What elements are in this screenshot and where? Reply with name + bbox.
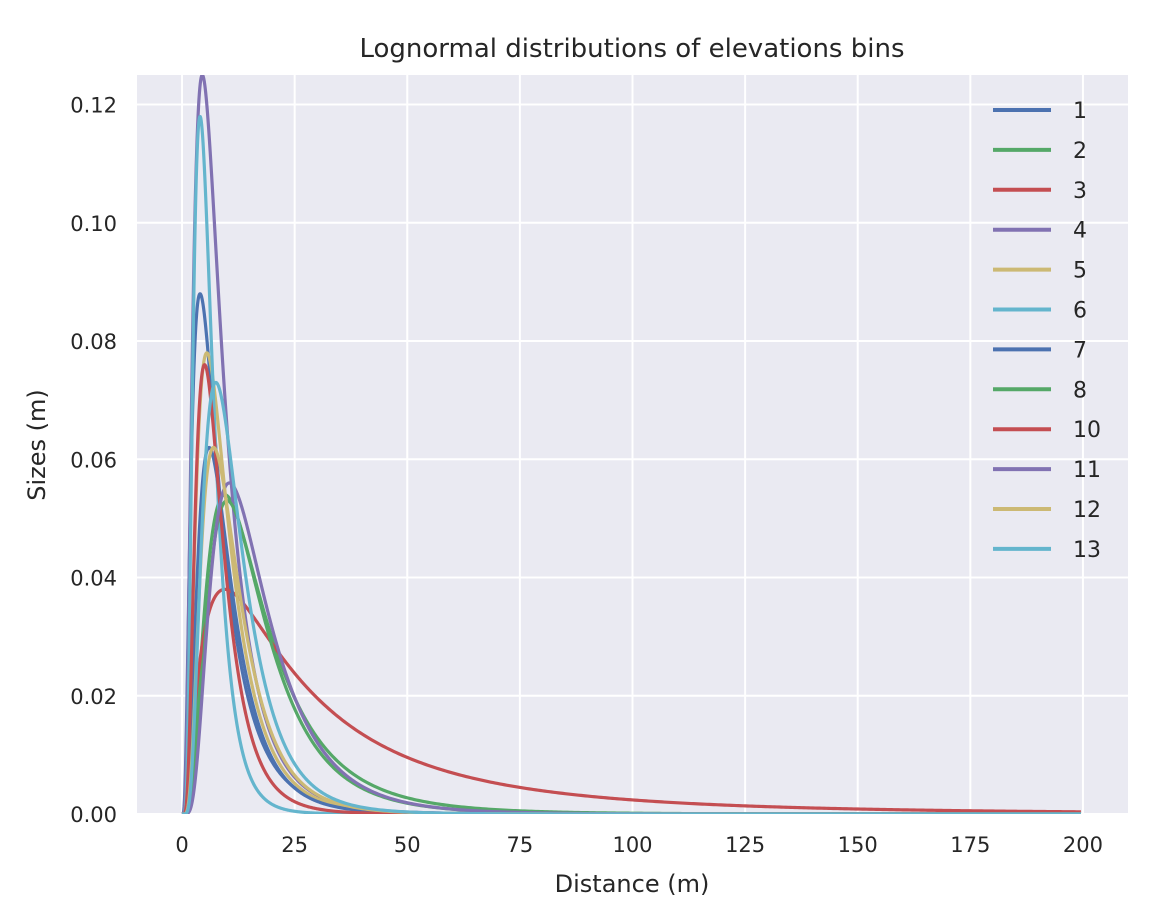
series-line-13 bbox=[181, 380, 1081, 814]
y-tick-label: 0.10 bbox=[70, 212, 117, 236]
legend-label-3: 3 bbox=[1073, 179, 1087, 204]
legend-label-11: 11 bbox=[1073, 458, 1101, 483]
x-tick-label: 75 bbox=[507, 833, 534, 857]
series-line-10 bbox=[181, 363, 1081, 814]
x-tick-label: 200 bbox=[1063, 833, 1103, 857]
x-tick-label: 150 bbox=[838, 833, 878, 857]
x-tick-label: 25 bbox=[281, 833, 308, 857]
y-tick-label: 0.04 bbox=[70, 567, 117, 591]
plot-area bbox=[137, 75, 1128, 815]
x-tick-label: 125 bbox=[725, 833, 765, 857]
y-tick-label: 0.06 bbox=[70, 448, 117, 472]
x-axis-label: Distance (m) bbox=[555, 870, 710, 898]
legend-label-4: 4 bbox=[1073, 219, 1087, 244]
legend-label-1: 1 bbox=[1073, 99, 1087, 124]
y-tick-label: 0.08 bbox=[70, 330, 117, 354]
legend-label-2: 2 bbox=[1073, 139, 1087, 164]
legend-label-12: 12 bbox=[1073, 498, 1101, 523]
x-tick-label: 100 bbox=[612, 833, 652, 857]
series-lines bbox=[181, 75, 1081, 814]
legend-label-5: 5 bbox=[1073, 259, 1087, 284]
y-axis-label: Sizes (m) bbox=[23, 389, 51, 501]
x-tick-label: 50 bbox=[394, 833, 421, 857]
chart-title: Lognormal distributions of elevations bi… bbox=[359, 34, 904, 64]
legend-label-10: 10 bbox=[1073, 418, 1101, 443]
y-tick-label: 0.00 bbox=[70, 803, 117, 827]
x-tick-label: 175 bbox=[950, 833, 990, 857]
x-axis: 0 25 50 75 100 125 150 175 200 bbox=[175, 833, 1103, 857]
legend-label-6: 6 bbox=[1073, 299, 1087, 324]
legend-label-8: 8 bbox=[1073, 378, 1087, 403]
legend-label-7: 7 bbox=[1073, 338, 1087, 363]
series-line-7 bbox=[181, 445, 1081, 814]
y-tick-label: 0.12 bbox=[70, 94, 117, 118]
y-axis: 0.00 0.02 0.04 0.06 0.08 0.10 0.12 bbox=[70, 94, 117, 827]
y-tick-label: 0.02 bbox=[70, 685, 117, 709]
legend-label-13: 13 bbox=[1073, 538, 1101, 563]
x-tick-label: 0 bbox=[175, 833, 188, 857]
